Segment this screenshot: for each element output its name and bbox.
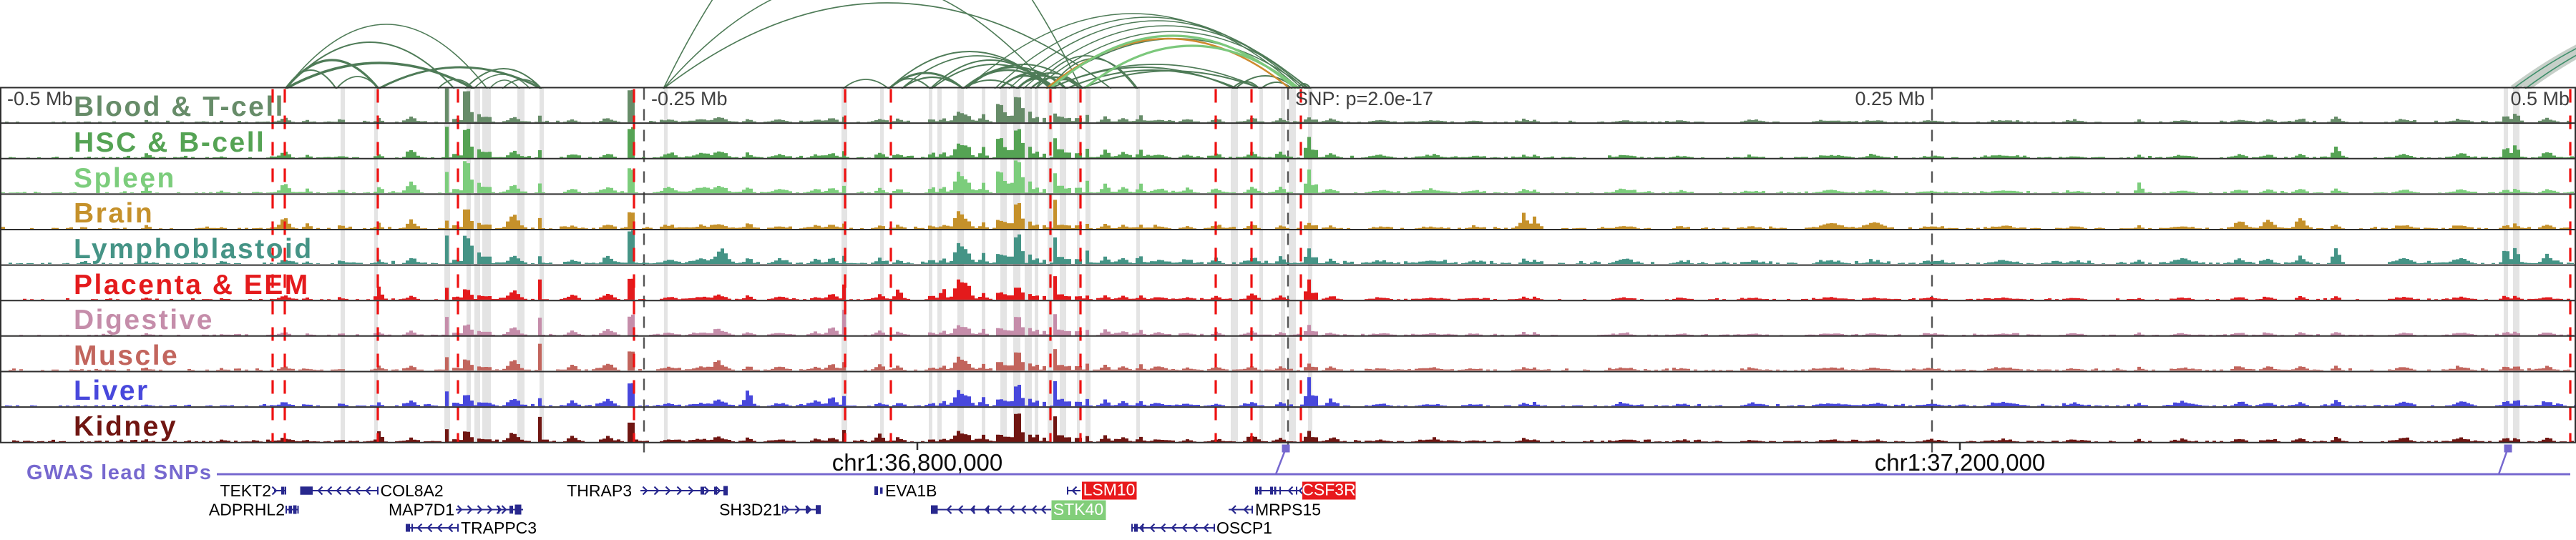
svg-text:Kidney: Kidney — [74, 411, 177, 442]
svg-text:0.5 Mb: 0.5 Mb — [2510, 88, 2570, 109]
svg-text:THRAP3: THRAP3 — [567, 481, 632, 500]
svg-text:LSM10: LSM10 — [1083, 481, 1136, 499]
svg-text:SNP: p=2.0e-17: SNP: p=2.0e-17 — [1295, 88, 1433, 109]
svg-text:EVA1B: EVA1B — [885, 481, 937, 500]
svg-text:chr1:37,200,000: chr1:37,200,000 — [1875, 449, 2046, 476]
svg-text:Blood & T-cell: Blood & T-cell — [74, 92, 285, 122]
svg-text:CSF3R: CSF3R — [1302, 481, 1355, 499]
svg-text:Spleen: Spleen — [74, 163, 176, 194]
svg-text:ADPRHL2: ADPRHL2 — [209, 501, 285, 519]
svg-text:STK40: STK40 — [1053, 500, 1103, 519]
svg-text:Brain: Brain — [74, 198, 154, 229]
svg-text:HSC & B-cell: HSC & B-cell — [74, 127, 265, 158]
svg-text:MAP7D1: MAP7D1 — [389, 501, 454, 519]
svg-text:SH3D21: SH3D21 — [719, 501, 781, 519]
svg-text:OSCP1: OSCP1 — [1216, 519, 1272, 536]
svg-text:GWAS lead SNPs: GWAS lead SNPs — [26, 461, 213, 484]
svg-text:Placenta & EEM: Placenta & EEM — [74, 270, 310, 300]
svg-text:Lymphoblastoid: Lymphoblastoid — [74, 234, 313, 265]
svg-text:TEKT2: TEKT2 — [220, 481, 271, 500]
svg-text:chr1:36,800,000: chr1:36,800,000 — [832, 449, 1003, 476]
svg-text:Liver: Liver — [74, 375, 150, 406]
svg-text:Muscle: Muscle — [74, 340, 179, 371]
svg-text:Digestive: Digestive — [74, 305, 214, 335]
svg-text:0.25 Mb: 0.25 Mb — [1855, 88, 1925, 109]
svg-text:-0.25 Mb: -0.25 Mb — [651, 88, 728, 109]
svg-text:MRPS15: MRPS15 — [1255, 501, 1321, 519]
svg-text:TRAPPC3: TRAPPC3 — [461, 519, 537, 536]
svg-text:COL8A2: COL8A2 — [381, 481, 444, 500]
svg-text:-0.5 Mb: -0.5 Mb — [7, 88, 73, 109]
